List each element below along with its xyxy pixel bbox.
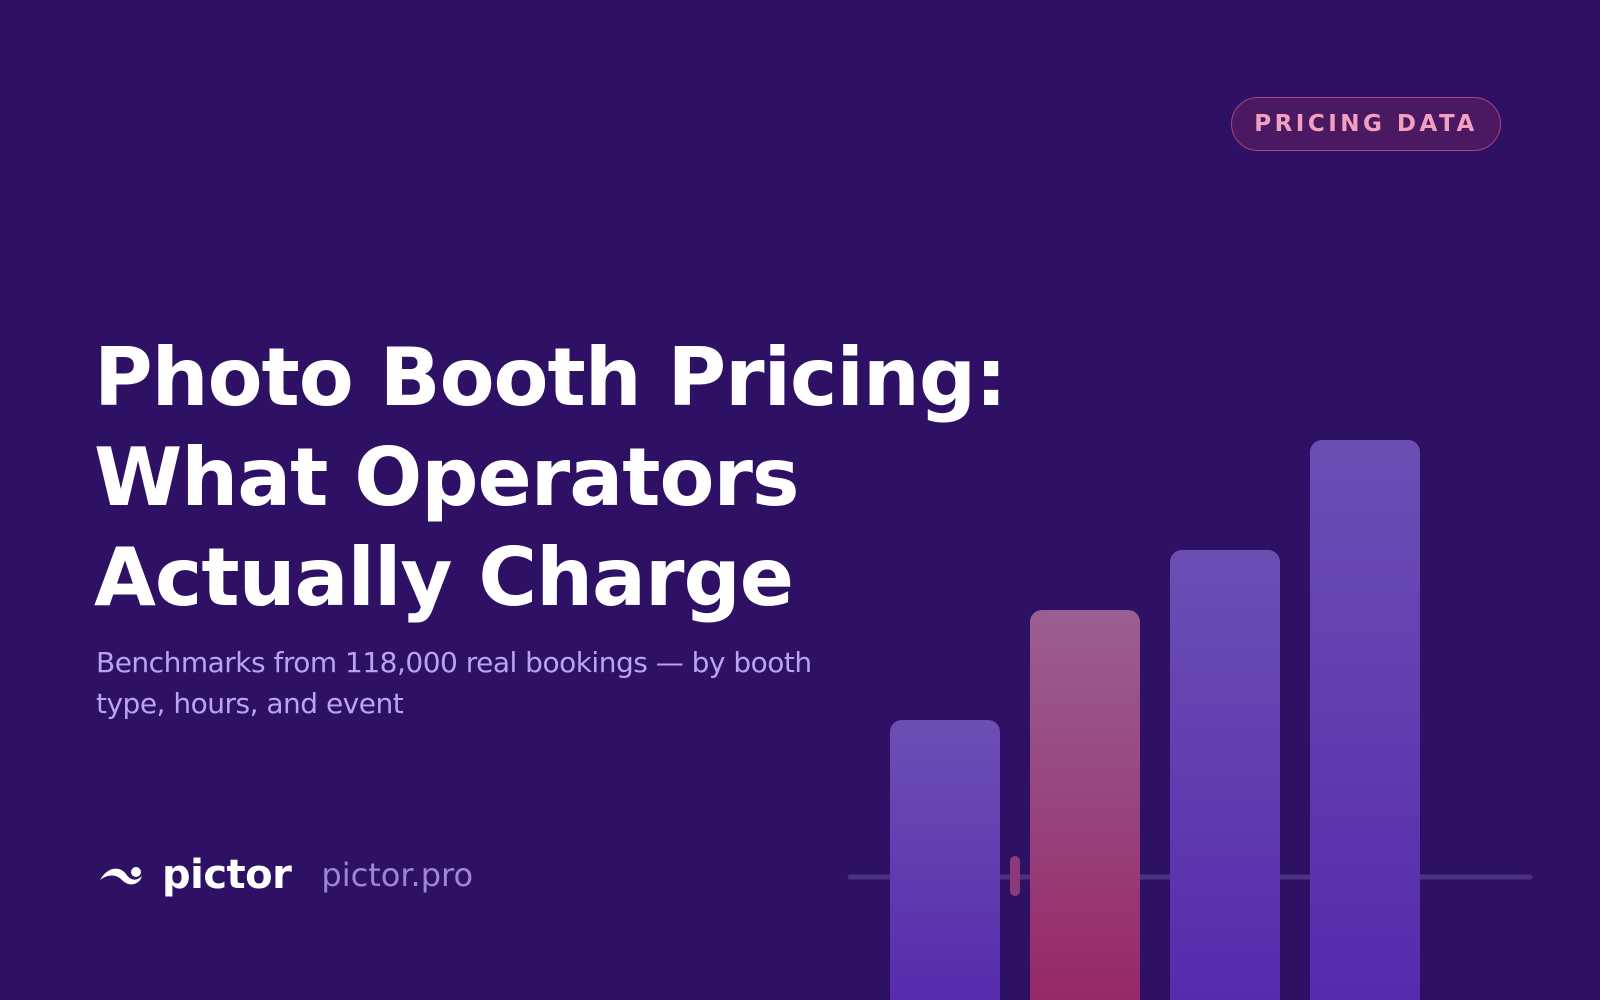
deco-bar (890, 720, 1000, 1000)
deco-bar (1170, 550, 1280, 1000)
handle (1010, 856, 1020, 896)
brand: pictor pictor.pro (98, 852, 473, 898)
brand-name: pictor (162, 852, 292, 898)
deco-bar (1310, 440, 1420, 1000)
title-line: What Operators (94, 431, 800, 524)
badge: PRICING DATA (1231, 97, 1501, 151)
logo (100, 867, 142, 885)
subtitle: Benchmarks from 118,000 real bookings — … (96, 646, 812, 720)
deco-bar (1030, 610, 1140, 1000)
title-line: Actually Charge (94, 531, 794, 624)
brand-url: pictor.pro (321, 856, 474, 894)
title: Photo Booth Pricing: What Operators Actu… (94, 328, 1007, 628)
title-line: Photo Booth Pricing: (94, 331, 1007, 424)
